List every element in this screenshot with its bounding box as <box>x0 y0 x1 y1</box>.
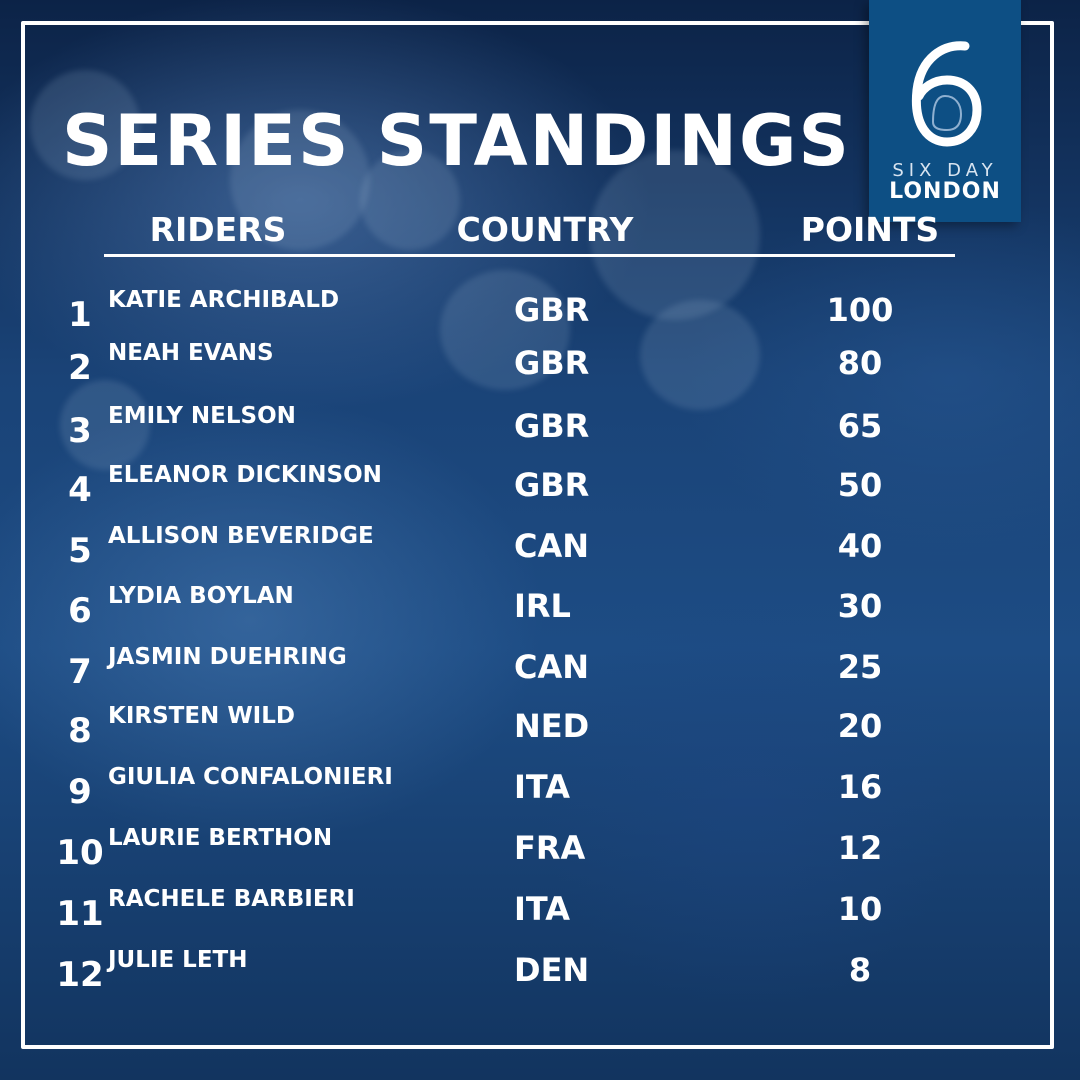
content-frame <box>21 21 1054 1049</box>
rider-country: CAN <box>514 527 590 565</box>
rank-number: 2 <box>68 348 92 388</box>
rank-number: 4 <box>68 470 92 510</box>
rank-number: 3 <box>68 411 92 451</box>
background-bokeh <box>440 270 570 390</box>
rank-number: 10 <box>56 833 104 873</box>
rider-name: EMILY NELSON <box>108 403 296 429</box>
logo-line-1: SIX DAY <box>892 160 998 181</box>
column-header-country: COUNTRY <box>456 210 634 249</box>
rider-name: KIRSTEN WILD <box>108 703 295 729</box>
table-row: 10 LAURIE BERTHON FRA 12 <box>0 825 1080 875</box>
rider-country: GBR <box>514 466 590 504</box>
table-row: 12 JULIE LETH DEN 8 <box>0 947 1080 997</box>
rider-name: JULIE LETH <box>108 947 248 973</box>
rider-points: 80 <box>837 344 883 382</box>
six-numeral-icon <box>911 41 982 147</box>
rider-points: 16 <box>837 768 883 806</box>
rider-points: 10 <box>837 890 883 928</box>
rank-number: 9 <box>68 772 92 812</box>
table-row: 5 ALLISON BEVERIDGE CAN 40 <box>0 523 1080 573</box>
background-bokeh <box>590 150 760 320</box>
six-day-london-logo: SIX DAY LONDON <box>869 0 1021 222</box>
rank-number: 12 <box>56 955 104 995</box>
rider-country: ITA <box>514 890 571 928</box>
rider-country: GBR <box>514 407 590 445</box>
rider-name: ALLISON BEVERIDGE <box>108 523 374 549</box>
rider-name: ELEANOR DICKINSON <box>108 462 382 488</box>
table-row: 6 LYDIA BOYLAN IRL 30 <box>0 583 1080 633</box>
rider-country: ITA <box>514 768 571 806</box>
rider-country: DEN <box>514 951 590 989</box>
rider-country: FRA <box>514 829 586 867</box>
page-title: SERIES STANDINGS <box>62 100 851 182</box>
rider-points: 12 <box>837 829 883 867</box>
background-bokeh <box>60 380 150 470</box>
background-bokeh <box>360 150 460 250</box>
rider-points: 8 <box>848 951 872 989</box>
background-bokeh <box>640 300 760 410</box>
header-divider <box>104 254 955 257</box>
rank-number: 6 <box>68 591 92 631</box>
rider-country: GBR <box>514 291 590 329</box>
rider-name: NEAH EVANS <box>108 340 274 366</box>
rider-name: LAURIE BERTHON <box>108 825 333 851</box>
table-row: 8 KIRSTEN WILD NED 20 <box>0 703 1080 753</box>
rider-name: JASMIN DUEHRING <box>108 644 347 670</box>
table-row: 4 ELEANOR DICKINSON GBR 50 <box>0 462 1080 512</box>
rider-name: LYDIA BOYLAN <box>108 583 294 609</box>
rider-country: IRL <box>514 587 571 625</box>
table-row: 9 GIULIA CONFALONIERI ITA 16 <box>0 764 1080 814</box>
rider-name: GIULIA CONFALONIERI <box>108 764 393 790</box>
rider-country: CAN <box>514 648 590 686</box>
column-header-points: POINTS <box>800 210 940 249</box>
rider-points: 100 <box>826 291 894 329</box>
table-row: 3 EMILY NELSON GBR 65 <box>0 403 1080 453</box>
rider-name: RACHELE BARBIERI <box>108 886 355 912</box>
rank-number: 1 <box>68 295 92 335</box>
rider-points: 50 <box>837 466 883 504</box>
rider-points: 30 <box>837 587 883 625</box>
background-bokeh <box>230 110 370 250</box>
rider-points: 20 <box>837 707 883 745</box>
rank-number: 5 <box>68 531 92 571</box>
rank-number: 8 <box>68 711 92 751</box>
rider-points: 40 <box>837 527 883 565</box>
table-row: 2 NEAH EVANS GBR 80 <box>0 340 1080 390</box>
table-row: 1 KATIE ARCHIBALD GBR 100 <box>0 287 1080 337</box>
logo-line-2: LONDON <box>889 179 1001 204</box>
rank-number: 11 <box>56 894 104 934</box>
rider-points: 25 <box>837 648 883 686</box>
rider-country: GBR <box>514 344 590 382</box>
rank-number: 7 <box>68 652 92 692</box>
column-header-riders: RIDERS <box>149 210 287 249</box>
rider-country: NED <box>514 707 590 745</box>
rider-name: KATIE ARCHIBALD <box>108 287 340 313</box>
background-bokeh <box>30 70 140 180</box>
table-row: 7 JASMIN DUEHRING CAN 25 <box>0 644 1080 694</box>
table-row: 11 RACHELE BARBIERI ITA 10 <box>0 886 1080 936</box>
rider-points: 65 <box>837 407 883 445</box>
